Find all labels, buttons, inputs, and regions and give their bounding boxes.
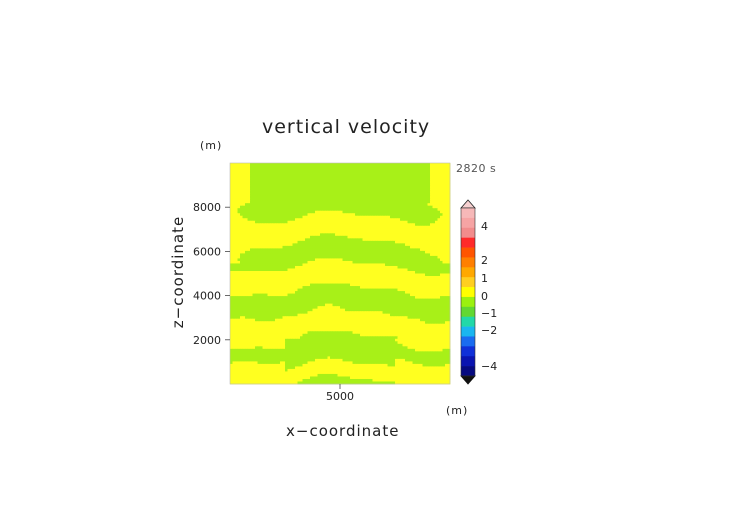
x-axis-label: x−coordinate: [286, 422, 400, 440]
colorbar-max-arrow: [460, 199, 476, 209]
colorbar-tick-label: 2: [481, 254, 488, 267]
z-unit-label: (m): [200, 139, 223, 152]
colorbar-level: [461, 267, 475, 278]
colorbar-level: [461, 306, 475, 317]
colorbar-level: [461, 227, 475, 238]
colorbar-level: [461, 366, 475, 377]
colorbar-tick-label: −4: [481, 360, 497, 373]
colorbar-level: [461, 277, 475, 288]
colorbar-level: [461, 346, 475, 357]
contour-field: [230, 163, 451, 385]
colorbar-level: [461, 296, 475, 308]
colorbar-level: [461, 237, 475, 248]
colorbar-level: [461, 287, 475, 298]
y-tick-label: 8000: [193, 201, 221, 214]
colorbar-tick-label: −2: [481, 324, 497, 337]
colorbar-level: [461, 208, 475, 219]
time-label: 2820 s: [456, 162, 497, 175]
colorbar-level: [461, 356, 475, 367]
y-tick-label: 4000: [193, 290, 221, 303]
colorbar-level: [461, 247, 475, 258]
y-tick-label: 2000: [193, 334, 221, 347]
colorbar-level: [461, 257, 475, 268]
colorbar-frame: [460, 207, 476, 377]
x-unit-label: (m): [446, 404, 469, 417]
y-tick-label: 6000: [193, 245, 221, 258]
colorbar-level: [461, 336, 475, 347]
colorbar-tick-label: 0: [481, 290, 488, 303]
colorbar-tick-label: 4: [481, 220, 488, 233]
colorbar-tick-label: −1: [481, 307, 497, 320]
x-tick-label: 5000: [326, 390, 354, 403]
chart-title: vertical velocity: [262, 116, 431, 138]
colorbar-min-arrow: [460, 375, 476, 385]
plot-axes: 2000 4000 6000 8000 5000: [193, 162, 451, 403]
colorbar-tick-label: 1: [481, 272, 488, 285]
colorbar: 4 2 1 0 −1 −2 −4: [460, 199, 497, 385]
colorbar-level: [461, 217, 475, 229]
colorbar-level: [461, 326, 475, 337]
colorbar-level: [461, 316, 475, 327]
